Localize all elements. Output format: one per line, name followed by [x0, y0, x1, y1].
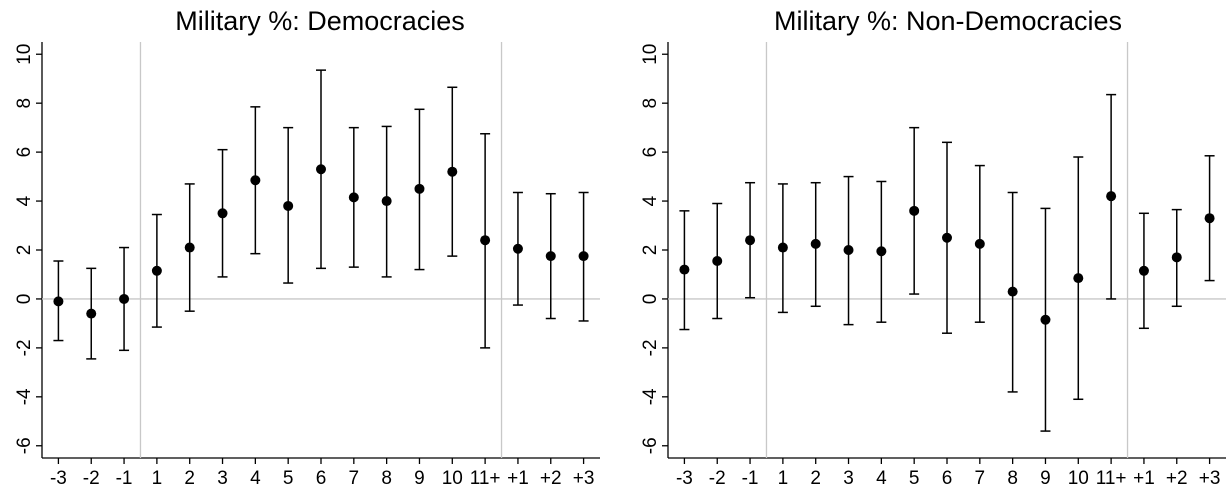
- x-tick-label: 7: [349, 468, 360, 489]
- x-tick-label: +2: [1166, 468, 1188, 489]
- y-tick-label: 8: [640, 98, 661, 109]
- y-tick-label: 0: [14, 294, 35, 305]
- data-point: [843, 245, 854, 255]
- x-tick-label: 7: [975, 468, 986, 489]
- y-tick-label: 4: [640, 195, 661, 206]
- data-point: [679, 264, 690, 275]
- y-tick-label: -2: [640, 339, 661, 356]
- x-tick-label: -1: [742, 468, 759, 489]
- data-point: [447, 166, 458, 177]
- data-point: [86, 308, 97, 319]
- x-tick-label: 5: [283, 468, 294, 489]
- x-tick-label: +1: [1133, 468, 1155, 489]
- y-tick-label: -2: [14, 339, 35, 356]
- data-point: [1171, 252, 1182, 263]
- x-tick-label: -2: [709, 468, 726, 489]
- data-point: [1073, 273, 1084, 284]
- data-point: [545, 251, 556, 262]
- y-tick-label: 10: [14, 44, 35, 65]
- x-tick-label: 6: [942, 468, 953, 489]
- x-tick-label: 2: [810, 468, 821, 489]
- x-tick-label: 4: [250, 468, 261, 489]
- chart-title: Military %: Non-Democracies: [774, 6, 1122, 36]
- data-point: [250, 175, 261, 186]
- y-tick-label: 2: [14, 245, 35, 256]
- x-tick-label: -1: [116, 468, 133, 489]
- x-tick-label: 10: [442, 468, 463, 489]
- x-tick-label: +2: [540, 468, 562, 489]
- x-tick-label: -2: [83, 468, 100, 489]
- data-point: [1007, 286, 1018, 297]
- data-point: [348, 192, 359, 203]
- data-point: [316, 164, 326, 175]
- data-point: [712, 256, 723, 267]
- x-tick-label: -3: [50, 468, 67, 489]
- data-point: [1138, 265, 1149, 276]
- x-tick-label: 5: [909, 468, 920, 489]
- x-tick-label: +1: [507, 468, 529, 489]
- y-tick-label: 4: [14, 195, 35, 206]
- data-point: [777, 242, 788, 253]
- x-tick-label: -3: [676, 468, 693, 489]
- x-tick-label: 9: [414, 468, 425, 489]
- data-point: [974, 238, 985, 249]
- x-tick-label: 6: [316, 468, 327, 489]
- data-point: [53, 296, 64, 307]
- x-tick-label: 3: [217, 468, 228, 489]
- data-point: [283, 200, 294, 211]
- x-tick-label: +3: [1199, 468, 1221, 489]
- data-point: [151, 265, 162, 276]
- data-point: [184, 242, 195, 253]
- data-point: [578, 251, 589, 262]
- x-tick-label: 8: [381, 468, 392, 489]
- x-tick-label: 1: [778, 468, 789, 489]
- data-point: [1106, 191, 1117, 202]
- chart-panel-democracies: Military %: Democracies -6-4-20246810-3-…: [14, 6, 600, 489]
- data-point: [414, 183, 425, 194]
- data-point: [480, 235, 491, 246]
- data-point: [381, 196, 392, 207]
- y-tick-label: 6: [14, 147, 35, 158]
- y-tick-label: 0: [640, 294, 661, 305]
- x-tick-label: 8: [1007, 468, 1018, 489]
- y-tick-label: -6: [640, 437, 661, 454]
- y-tick-label: -6: [14, 437, 35, 454]
- y-tick-label: 2: [640, 245, 661, 256]
- data-point: [942, 232, 952, 243]
- x-tick-label: 2: [184, 468, 195, 489]
- data-point: [745, 235, 756, 246]
- data-point: [1040, 314, 1051, 325]
- chart-panel-non-democracies: Military %: Non-Democracies -6 -4 -2 0 2 4 6 8 1…: [640, 6, 1226, 489]
- y-tick-label: 8: [14, 98, 35, 109]
- x-tick-label: 11+: [1096, 468, 1127, 489]
- data-point: [217, 208, 228, 219]
- x-tick-label: +3: [573, 468, 595, 489]
- data-point: [876, 246, 887, 257]
- data-point: [119, 293, 130, 304]
- y-tick-label: -4: [14, 388, 35, 405]
- y-tick-label: 10: [640, 44, 661, 65]
- x-tick-label: 10: [1068, 468, 1089, 489]
- x-tick-label: 9: [1040, 468, 1051, 489]
- x-tick-label: 4: [876, 468, 887, 489]
- y-tick-label: -4: [640, 388, 661, 405]
- data-point: [810, 238, 821, 249]
- data-point: [1204, 213, 1215, 224]
- x-tick-label: 11+: [470, 468, 501, 489]
- chart-title: Military %: Democracies: [175, 6, 465, 36]
- x-tick-label: 3: [843, 468, 854, 489]
- data-point: [909, 205, 920, 216]
- x-tick-label: 1: [152, 468, 163, 489]
- data-point: [512, 243, 523, 254]
- y-tick-label: 6: [640, 147, 661, 158]
